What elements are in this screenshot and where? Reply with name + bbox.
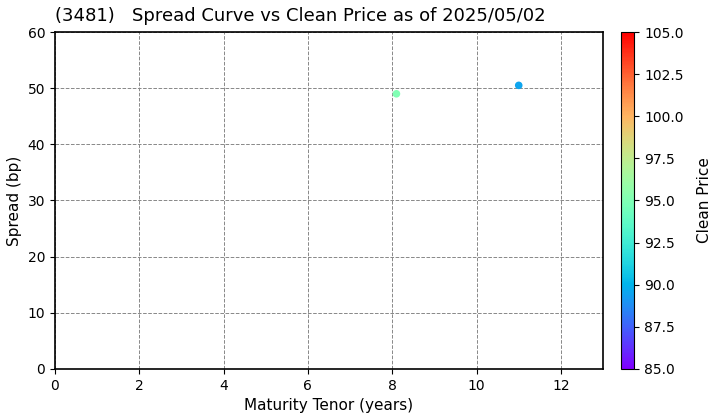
Y-axis label: Clean Price: Clean Price xyxy=(698,158,712,243)
Text: (3481)   Spread Curve vs Clean Price as of 2025/05/02: (3481) Spread Curve vs Clean Price as of… xyxy=(55,7,546,25)
Y-axis label: Spread (bp): Spread (bp) xyxy=(7,155,22,246)
Point xyxy=(391,90,402,97)
X-axis label: Maturity Tenor (years): Maturity Tenor (years) xyxy=(244,398,413,413)
Point xyxy=(513,82,524,89)
